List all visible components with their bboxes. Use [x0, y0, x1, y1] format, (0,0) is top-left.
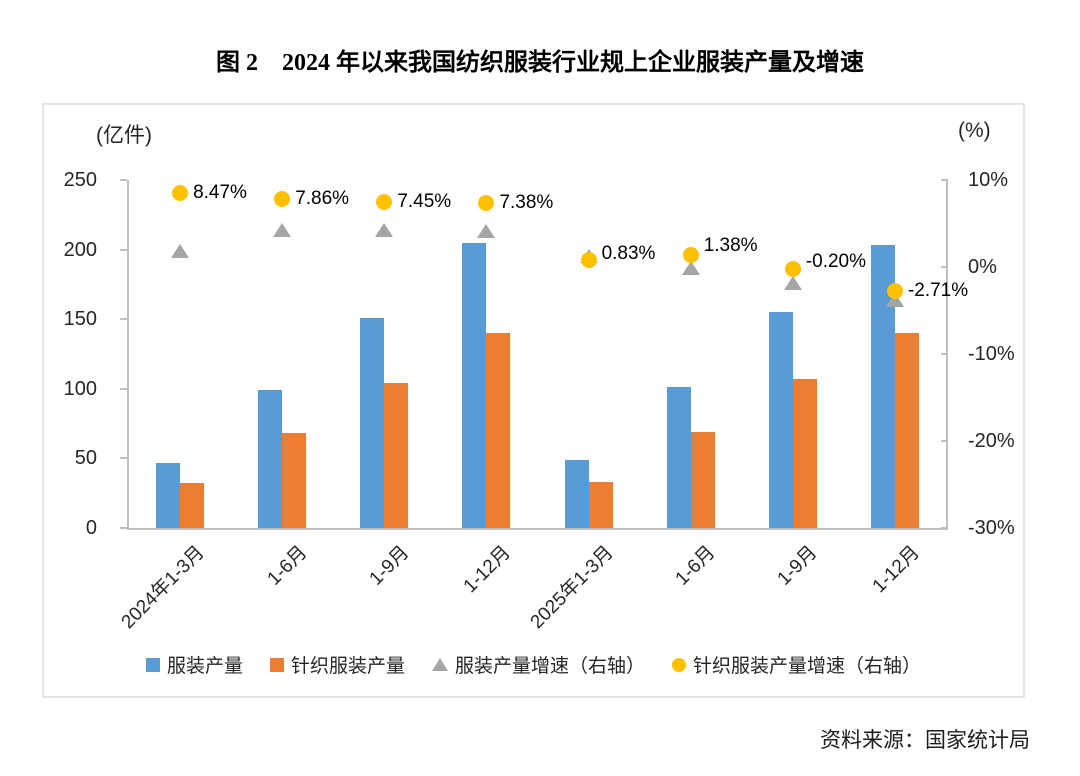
x-axis-line [127, 528, 948, 530]
right-axis-tick-label: -10% [968, 343, 1015, 365]
bar-knitted-output [384, 383, 409, 528]
legend-label: 针织服装产量 [290, 656, 405, 677]
circle-marker [172, 185, 189, 202]
right-axis-tick-label: -30% [968, 517, 1015, 539]
x-axis-label: 1-9月 [365, 542, 414, 590]
x-axis-label: 1-6月 [671, 542, 720, 590]
bar-clothing-output [666, 387, 691, 528]
data-label: 1.38% [703, 234, 758, 256]
y-axis-tick [120, 527, 127, 529]
legend: 服装产量 针织服装产量 服装产量增速（右轴） 针织服装产量增速（右轴） [44, 651, 1023, 678]
x-axis-label: 1-12月 [460, 542, 516, 598]
circle-marker [274, 190, 291, 207]
x-axis-label: 1-12月 [868, 542, 924, 598]
bar-knitted-output [282, 433, 307, 528]
legend-triangle-icon [432, 658, 448, 671]
triangle-marker [681, 260, 700, 275]
bar-clothing-output [360, 317, 385, 528]
legend-label: 服装产量 [166, 656, 243, 677]
data-label: -0.20% [805, 250, 867, 272]
triangle-marker [171, 244, 190, 259]
circle-marker [784, 260, 801, 277]
bar-clothing-output [768, 312, 793, 528]
bar-knitted-output [180, 483, 205, 528]
circle-marker [376, 194, 393, 211]
right-axis-tick [941, 179, 948, 181]
bar-knitted-output [588, 482, 613, 528]
data-label: -2.71% [907, 279, 969, 301]
y-axis-tick [120, 248, 127, 251]
triangle-marker [273, 222, 292, 237]
x-axis-label: 1-6月 [263, 542, 312, 590]
data-label: 7.38% [499, 191, 554, 213]
y-axis-tick-label: 100 [63, 377, 97, 400]
triangle-marker [375, 222, 394, 237]
y-axis-line [127, 180, 129, 528]
bar-knitted-output [486, 333, 511, 528]
right-axis-unit: (%) [958, 119, 991, 142]
right-axis-tick [941, 353, 948, 355]
circle-marker [478, 194, 495, 211]
right-axis-tick [941, 527, 948, 529]
data-label: 7.45% [397, 191, 452, 213]
x-axis-label: 2025年1-3月 [526, 542, 618, 634]
chart-title: 图 2 2024 年以来我国纺织服装行业规上企业服装产量及增速 [216, 50, 864, 76]
chart-area: (亿件) (%) 服装产量 针织服装产量 服装产量增速（右轴） 针织服装产量增速（右轴… [42, 103, 1025, 698]
right-axis-tick [941, 266, 948, 268]
triangle-marker [477, 224, 496, 239]
x-axis-label: 1-9月 [773, 542, 822, 590]
right-axis-tick-label: 10% [968, 169, 1009, 191]
bar-clothing-output [258, 390, 283, 528]
data-label: 7.86% [295, 187, 350, 209]
right-axis-tick-label: 0% [968, 256, 997, 278]
triangle-marker [783, 275, 802, 290]
right-axis-tick [941, 440, 948, 442]
data-label: 8.47% [193, 182, 247, 204]
legend-item: 针织服装产量 [269, 651, 405, 678]
data-label: 0.83% [601, 242, 656, 264]
legend-square-icon [269, 657, 284, 672]
circle-marker [580, 251, 597, 268]
bar-knitted-output [792, 379, 817, 528]
legend-circle-icon [672, 657, 687, 672]
y-axis-tick [120, 179, 127, 181]
y-axis-tick-label: 50 [74, 447, 97, 470]
y-axis-tick [120, 318, 127, 321]
y-axis-tick-label: 0 [85, 517, 97, 539]
left-axis-unit: (亿件) [96, 124, 152, 147]
legend-item: 服装产量 [145, 651, 243, 678]
legend-label: 针织服装产量增速（右轴） [693, 656, 922, 677]
circle-marker [682, 246, 699, 263]
x-axis-label: 2024年1-3月 [117, 542, 209, 634]
bar-clothing-output [462, 242, 487, 528]
legend-label: 服装产量增速（右轴） [455, 656, 646, 677]
y-axis-tick [120, 387, 127, 390]
bar-clothing-output [564, 459, 589, 528]
y-axis-tick-label: 150 [63, 308, 97, 331]
y-axis-tick-label: 250 [63, 169, 97, 191]
right-axis-tick-label: -20% [968, 430, 1015, 452]
y-axis-tick [120, 457, 127, 460]
circle-marker [886, 282, 903, 299]
legend-item: 服装产量增速（右轴） [432, 651, 645, 678]
bar-clothing-output [156, 462, 181, 528]
legend-item: 针织服装产量增速（右轴） [672, 651, 921, 678]
y-axis-tick-label: 200 [63, 238, 97, 261]
bar-knitted-output [690, 431, 715, 528]
legend-square-icon [145, 657, 160, 672]
source-note: 资料来源：国家统计局 [820, 728, 1030, 752]
bar-knitted-output [894, 333, 919, 528]
